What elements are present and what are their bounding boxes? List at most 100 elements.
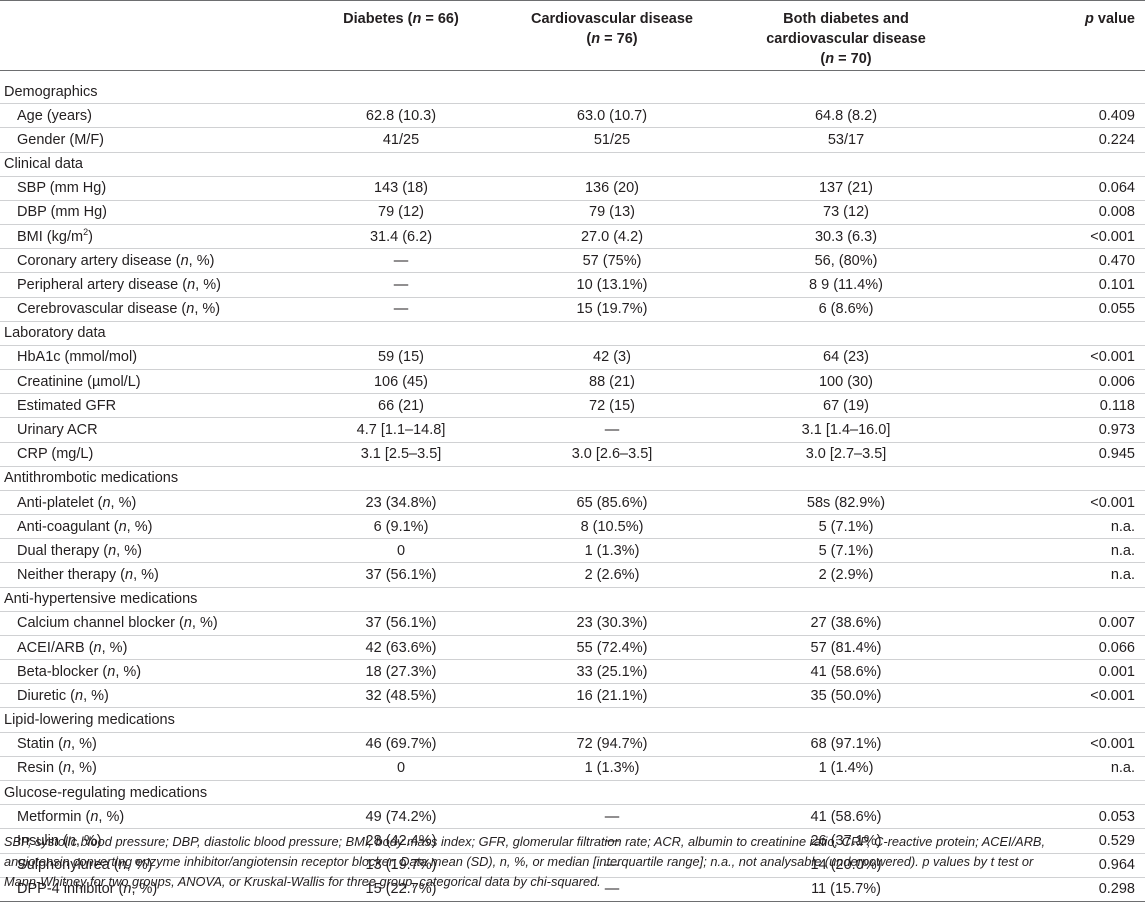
row-label: Anti-coagulant (n, %) <box>0 514 306 540</box>
row-label: Calcium channel blocker (n, %) <box>0 611 306 636</box>
value-cardiovascular: 23 (30.3%) <box>496 611 728 636</box>
section-row: Clinical data <box>0 152 1145 177</box>
row-label: CRP (mg/L) <box>0 442 306 467</box>
table-row: DBP (mm Hg) 79 (12) 79 (13) 73 (12) 0.008 <box>0 200 1145 226</box>
value-both: 6 (8.6%) <box>728 297 964 322</box>
value-diabetes: 46 (69.7%) <box>306 732 496 757</box>
row-label: Insulin (n, %) <box>0 828 306 854</box>
table-row: Insulin (n, %) 28 (42.4%) —26 (37.1%) 0.529 <box>0 828 1145 854</box>
value-diabetes: 62.8 (10.3) <box>306 103 496 129</box>
table-row: Cerebrovascular disease (n, %) —15 (19.7%… <box>0 297 1145 322</box>
value-cardiovascular: 88 (21) <box>496 369 728 395</box>
value-diabetes: 23 (34.8%) <box>306 490 496 516</box>
row-label: Diuretic (n, %) <box>0 683 306 709</box>
value-cardiovascular: 55 (72.4%) <box>496 635 728 661</box>
header-spacer <box>0 71 1145 81</box>
value-both: 57 (81.4%) <box>728 635 964 661</box>
value-both: 5 (7.1%) <box>728 514 964 540</box>
header-p-value: p value <box>1085 11 1135 27</box>
section-row: Laboratory data <box>0 321 1145 346</box>
value-diabetes: 41/25 <box>306 127 496 153</box>
value-p: 0.101 <box>964 272 1145 298</box>
row-label: Estimated GFR <box>0 393 306 419</box>
row-label: BMI (kg/m2) <box>0 224 306 250</box>
value-cardiovascular: 27.0 (4.2) <box>496 224 728 250</box>
table-row: Peripheral artery disease (n, %) —10 (13.… <box>0 272 1145 298</box>
value-both: 53/17 <box>728 127 964 153</box>
value-both: 41 (58.6%) <box>728 804 964 830</box>
value-diabetes: 28 (42.4%) <box>306 828 496 854</box>
value-diabetes: 0 <box>306 756 496 781</box>
value-diabetes: 37 (56.1%) <box>306 562 496 588</box>
table-row: Metformin (n, %) 49 (74.2%) —41 (58.6%) 0.0… <box>0 804 1145 830</box>
value-both: 3.0 [2.7–3.5] <box>728 442 964 467</box>
value-p: 0.055 <box>964 297 1145 322</box>
value-diabetes: 3.1 [2.5–3.5] <box>306 442 496 467</box>
value-both: 68 (97.1%) <box>728 732 964 757</box>
section-label: Clinical data <box>0 152 1145 177</box>
value-diabetes: — <box>306 272 496 298</box>
value-p: 0.973 <box>964 417 1145 443</box>
value-cardiovascular: 51/25 <box>496 127 728 153</box>
value-p: 0.006 <box>964 369 1145 395</box>
value-diabetes: 18 (27.3%) <box>306 659 496 685</box>
row-label: Resin (n, %) <box>0 756 306 781</box>
row-label: Urinary ACR <box>0 417 306 443</box>
value-p: n.a. <box>964 538 1145 564</box>
value-both: 14 (20.0%) <box>728 853 964 878</box>
value-diabetes: 42 (63.6%) <box>306 635 496 661</box>
row-label: Neither therapy (n, %) <box>0 562 306 588</box>
value-p: <0.001 <box>964 490 1145 516</box>
value-p: <0.001 <box>964 683 1145 709</box>
table-row: CRP (mg/L) 3.1 [2.5–3.5] 3.0 [2.6–3.5] 3.0 … <box>0 442 1145 467</box>
value-both: 67 (19) <box>728 393 964 419</box>
value-cardiovascular: 2 (2.6%) <box>496 562 728 588</box>
table-row: Estimated GFR 66 (21) 72 (15) 67 (19) 0.118 <box>0 393 1145 419</box>
value-both: 137 (21) <box>728 176 964 201</box>
value-cardiovascular: — <box>496 804 728 830</box>
table-row: Anti-platelet (n, %) 23 (34.8%) 65 (85.6%)… <box>0 490 1145 516</box>
value-both: 64.8 (8.2) <box>728 103 964 129</box>
value-cardiovascular: 1 (1.3%) <box>496 756 728 781</box>
value-cardiovascular: 3.0 [2.6–3.5] <box>496 442 728 467</box>
table-body: Demographics Age (years) 62.8 (10.3) 63.0 (… <box>0 71 1145 902</box>
footnote-line-1: SBP, systolic blood pressure; DBP, diast… <box>4 834 1046 849</box>
value-p: <0.001 <box>964 345 1145 371</box>
value-both: 26 (37.1%) <box>728 828 964 854</box>
value-cardiovascular: 57 (75%) <box>496 248 728 274</box>
value-cardiovascular: 72 (15) <box>496 393 728 419</box>
row-label: Metformin (n, %) <box>0 804 306 830</box>
header-empty <box>0 1 306 71</box>
value-p: 0.007 <box>964 611 1145 636</box>
footnote-line-3: Mann-Whitney for two groups, ANOVA, or K… <box>4 874 601 889</box>
table-row: Statin (n, %) 46 (69.7%) 72 (94.7%) 68 (97.… <box>0 732 1145 757</box>
value-cardiovascular: 16 (21.1%) <box>496 683 728 709</box>
footnote-line-2: angiotensin converting enzyme inhibitor/… <box>4 854 1034 869</box>
header-cardiovascular: Cardiovascular disease (n = 76) <box>530 11 693 47</box>
table-row: Creatinine (µmol/L) 106 (45) 88 (21) 100 (3… <box>0 369 1145 395</box>
value-cardiovascular: — <box>496 417 728 443</box>
value-cardiovascular: 63.0 (10.7) <box>496 103 728 129</box>
row-label: Peripheral artery disease (n, %) <box>0 272 306 298</box>
table-row: SBP (mm Hg) 143 (18) 136 (20) 137 (21) 0.064 <box>0 176 1145 201</box>
value-diabetes: 0 <box>306 538 496 564</box>
row-label: Dual therapy (n, %) <box>0 538 306 564</box>
value-both: 58s (82.9%) <box>728 490 964 516</box>
value-diabetes: 4.7 [1.1–14.8] <box>306 417 496 443</box>
value-diabetes: 66 (21) <box>306 393 496 419</box>
row-label: Statin (n, %) <box>0 732 306 757</box>
value-both: 73 (12) <box>728 200 964 226</box>
value-diabetes: 143 (18) <box>306 176 496 201</box>
section-label: Anti-hypertensive medications <box>0 587 1145 612</box>
value-cardiovascular: 42 (3) <box>496 345 728 371</box>
value-diabetes: 13 (19.7%) <box>306 853 496 878</box>
value-diabetes: 59 (15) <box>306 345 496 371</box>
table-row: ACEI/ARB (n, %) 42 (63.6%) 55 (72.4%) 57 (8… <box>0 635 1145 661</box>
table-row: Coronary artery disease (n, %) —57 (75%) 5… <box>0 248 1145 274</box>
value-both: 5 (7.1%) <box>728 538 964 564</box>
section-row: Lipid-lowering medications <box>0 707 1145 733</box>
row-label: HbA1c (mmol/mol) <box>0 345 306 371</box>
table-row: Urinary ACR 4.7 [1.1–14.8] —3.1 [1.4–16.0]… <box>0 417 1145 443</box>
value-p: 0.001 <box>964 659 1145 685</box>
value-cardiovascular: 65 (85.6%) <box>496 490 728 516</box>
